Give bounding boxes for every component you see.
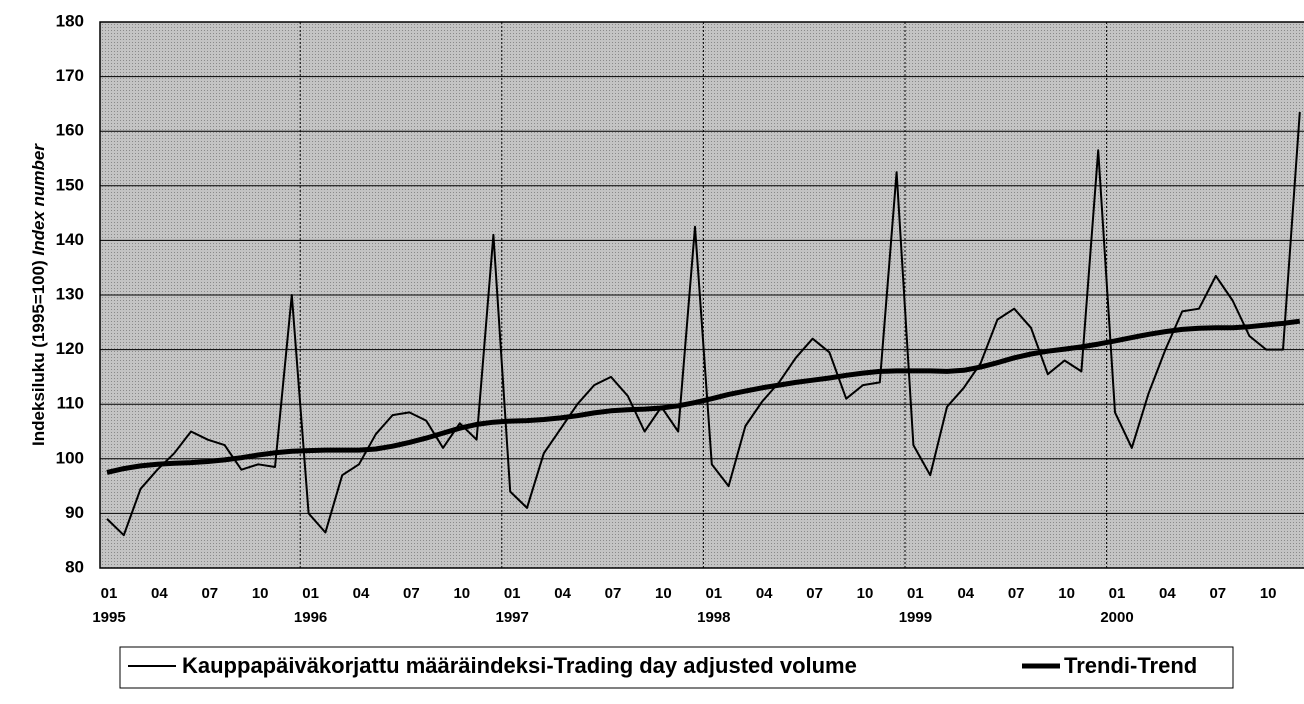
- x-tick-label: 01 1999: [899, 585, 932, 626]
- y-tick-label: 130: [56, 284, 84, 303]
- x-tick-label: 04: [1159, 585, 1176, 602]
- x-tick-label: 04: [756, 585, 773, 602]
- x-tick-label: 01 1996: [294, 585, 327, 626]
- y-tick-label: 170: [56, 66, 84, 85]
- x-tick-label: 04: [554, 585, 571, 602]
- y-tick-label: 180: [56, 11, 84, 30]
- x-tick-label: 07: [1209, 585, 1226, 602]
- x-year-label: 2000: [1100, 609, 1133, 626]
- x-tick-label: 01 2000: [1100, 585, 1133, 626]
- x-tick-label: 10: [655, 585, 672, 602]
- x-tick-label: 07: [605, 585, 622, 602]
- plot: [100, 21, 1304, 569]
- x-tick-label: 07: [1008, 585, 1025, 602]
- legend-label: Kauppapäiväkorjattu määräindeksi-Trading…: [182, 653, 857, 678]
- y-tick-label: 100: [56, 448, 84, 467]
- x-tick-label: 04: [353, 585, 370, 602]
- series-line: [106, 318, 1301, 475]
- x-year-label: 1999: [899, 609, 932, 626]
- x-tick-label: 10: [857, 585, 874, 602]
- y-tick-label: 80: [65, 557, 84, 576]
- y-tick-label: 90: [65, 503, 84, 522]
- x-year-label: 1996: [294, 609, 327, 626]
- x-tick-label: 01 1997: [496, 585, 529, 626]
- x-tick-label: 10: [252, 585, 269, 602]
- x-tick-label: 04: [957, 585, 974, 602]
- x-tick-label: 10: [1058, 585, 1075, 602]
- x-year-label: 1995: [92, 609, 125, 626]
- x-tick-label: 07: [201, 585, 218, 602]
- y-axis-label-italic: Index number: [29, 143, 48, 256]
- y-tick-label: 140: [56, 230, 84, 249]
- x-tick-label: 10: [1260, 585, 1277, 602]
- legend-label: Trendi-Trend: [1064, 653, 1197, 678]
- x-year-label: 1997: [496, 609, 529, 626]
- x-tick-label: 07: [806, 585, 823, 602]
- y-tick-label: 150: [56, 175, 84, 194]
- y-tick-label: 110: [57, 394, 84, 413]
- x-tick-label: 04: [151, 585, 168, 602]
- x-tick-label: 01 1995: [92, 585, 125, 626]
- x-tick-label: 07: [403, 585, 420, 602]
- y-tick-label: 120: [56, 339, 84, 358]
- x-year-label: 1998: [697, 609, 730, 626]
- x-tick-label: 10: [453, 585, 470, 602]
- x-tick-label: 01 1998: [697, 585, 730, 626]
- y-axis-label-main: Indeksiluku (1995=100): [29, 260, 48, 446]
- y-axis-label: Indeksiluku (1995=100) Index number: [29, 143, 48, 446]
- series-line: [106, 112, 1301, 537]
- y-tick-label: 160: [56, 121, 84, 140]
